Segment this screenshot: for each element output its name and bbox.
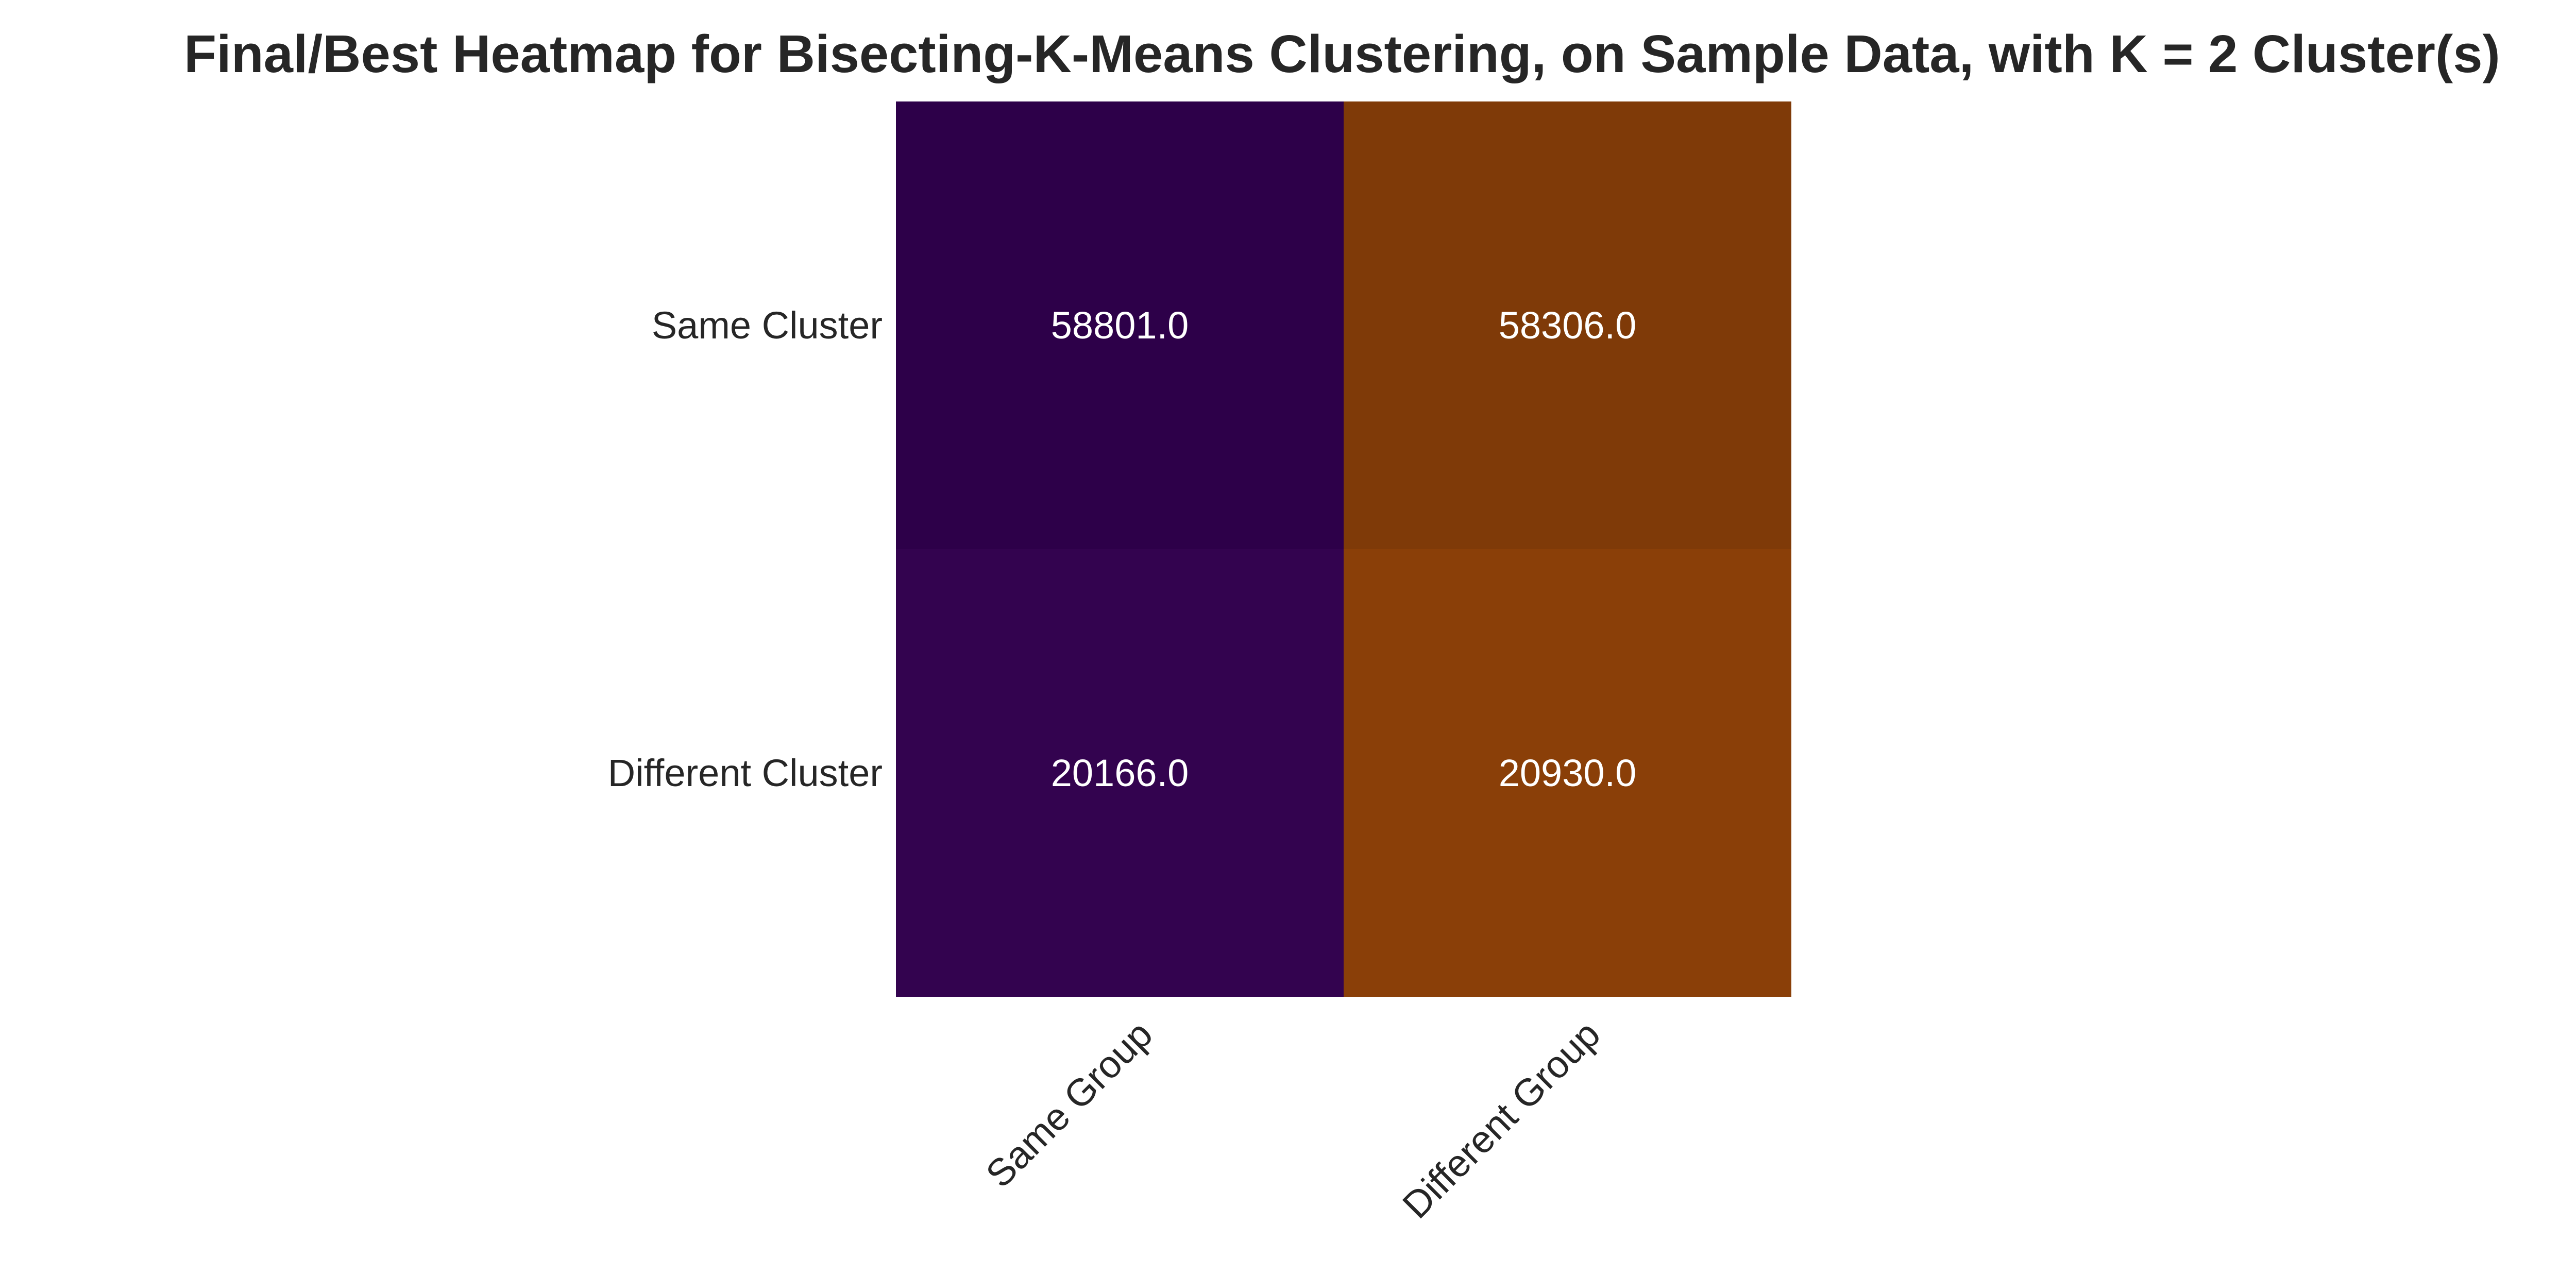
heatmap-cells: [896, 101, 1791, 997]
heatmap-cell-different-cluster-same-group: [896, 549, 1344, 997]
heatmap-cell-same-cluster-same-group: [896, 101, 1344, 549]
chart-title: Final/Best Heatmap for Bisecting-K-Means…: [184, 24, 2500, 83]
y-tick-label-different-cluster: Different Cluster: [608, 752, 883, 794]
x-tick-label-different-group: Different Group: [1394, 1013, 1608, 1227]
y-tick-labels: Same Cluster Different Cluster: [608, 304, 883, 794]
heatmap-cell-labels: 58801.0 58306.0 20166.0 20930.0: [1051, 304, 1637, 794]
heatmap-cell-different-cluster-different-group: [1344, 549, 1791, 997]
cell-value-label: 58306.0: [1499, 304, 1637, 347]
cell-value-label: 58801.0: [1051, 304, 1189, 347]
heatmap-cell-same-cluster-different-group: [1344, 101, 1791, 549]
x-tick-labels: Same Group Different Group: [977, 1013, 1608, 1227]
x-tick-label-same-group: Same Group: [977, 1013, 1160, 1196]
cell-value-label: 20930.0: [1499, 752, 1637, 794]
y-tick-label-same-cluster: Same Cluster: [652, 304, 883, 347]
cell-value-label: 20166.0: [1051, 752, 1189, 794]
